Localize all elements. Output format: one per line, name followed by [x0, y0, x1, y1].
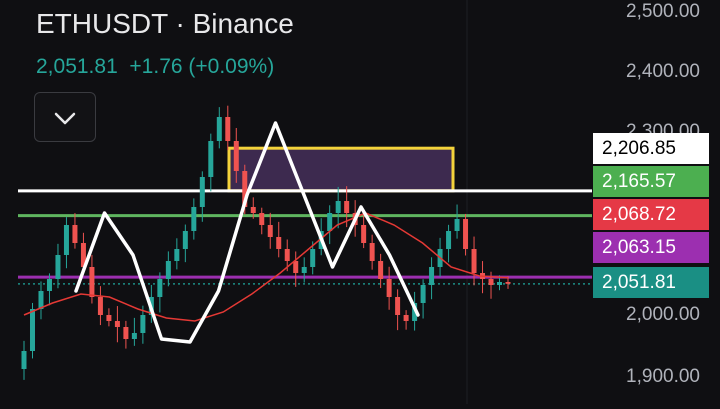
- candle-body: [174, 249, 180, 261]
- candle-body: [267, 225, 273, 237]
- candle-body: [276, 237, 282, 249]
- candle-body: [250, 207, 256, 213]
- candle-body: [157, 279, 163, 297]
- candle-body: [29, 309, 35, 351]
- price-axis-label: 2,500.00: [626, 1, 700, 22]
- price-axis-label: 1,900.00: [626, 366, 700, 387]
- candle-body: [233, 141, 239, 171]
- price-tag-moving-average: 2,068.72: [593, 199, 709, 230]
- price-tag-green-level: 2,165.57: [593, 166, 709, 197]
- candle-body: [182, 231, 188, 249]
- candle-body: [369, 243, 375, 261]
- candle-body: [327, 213, 333, 231]
- chevron-down-icon: [54, 112, 76, 125]
- candle-body: [420, 285, 426, 303]
- candle-body: [89, 267, 95, 297]
- moving-average-line: [23, 212, 509, 322]
- candle-body: [395, 297, 401, 315]
- candle-body: [310, 249, 316, 267]
- candle-body: [55, 255, 61, 279]
- symbol-title: ETHUSDT · Binance: [36, 8, 294, 40]
- candle-body: [63, 225, 69, 255]
- candle-body: [301, 267, 307, 273]
- title-separator: ·: [167, 8, 193, 39]
- candle-body: [38, 291, 44, 309]
- candle-body: [46, 279, 52, 291]
- price-summary: 2,051.81 +1.76 (+0.09%): [36, 55, 274, 79]
- candle-body: [454, 219, 460, 231]
- candle-body: [284, 249, 290, 261]
- candle-body: [463, 219, 469, 249]
- price-tag-last-price: 2,051.81: [593, 267, 709, 298]
- candle-body: [123, 327, 129, 339]
- candle-body: [488, 279, 494, 285]
- candle-body: [165, 261, 171, 279]
- candle-body: [293, 261, 299, 273]
- candle-body: [208, 141, 214, 177]
- candle-body: [21, 351, 27, 369]
- candle-body: [191, 207, 197, 231]
- price-tag-purple-level: 2,063.15: [593, 232, 709, 263]
- candle-body: [412, 303, 418, 321]
- candle-body: [72, 225, 78, 243]
- exchange-name: Binance: [192, 8, 294, 39]
- candle-body: [216, 117, 222, 141]
- price-tag-white-level: 2,206.85: [593, 133, 709, 164]
- candle-body: [131, 333, 137, 339]
- last-price: 2,051.81: [36, 55, 118, 78]
- candle-body: [140, 315, 146, 333]
- symbol-name: ETHUSDT: [36, 8, 168, 39]
- candle-body: [344, 201, 350, 213]
- candle-body: [80, 243, 86, 267]
- candle-body: [225, 117, 231, 141]
- candle-body: [114, 321, 120, 327]
- price-change-pct: (+0.09%): [188, 55, 275, 78]
- candle-body: [335, 201, 341, 213]
- candle-body: [471, 249, 477, 273]
- candle-body: [505, 282, 511, 284]
- collapse-toggle-button[interactable]: [34, 92, 96, 142]
- candle-body: [429, 267, 435, 285]
- candle-body: [106, 315, 112, 321]
- candle-body: [446, 231, 452, 249]
- candle-body: [199, 177, 205, 207]
- candle-body: [403, 315, 409, 321]
- candle-body: [242, 171, 248, 207]
- candle-body: [259, 213, 265, 225]
- candle-body: [386, 279, 392, 297]
- price-axis-label: 2,400.00: [626, 61, 700, 82]
- price-change: +1.76: [129, 55, 183, 78]
- candle-body: [97, 297, 103, 315]
- pattern-line: [74, 121, 420, 344]
- candle-body: [497, 282, 503, 285]
- price-axis-label: 2,000.00: [626, 304, 700, 325]
- candle-body: [361, 225, 367, 243]
- candle-body: [378, 261, 384, 279]
